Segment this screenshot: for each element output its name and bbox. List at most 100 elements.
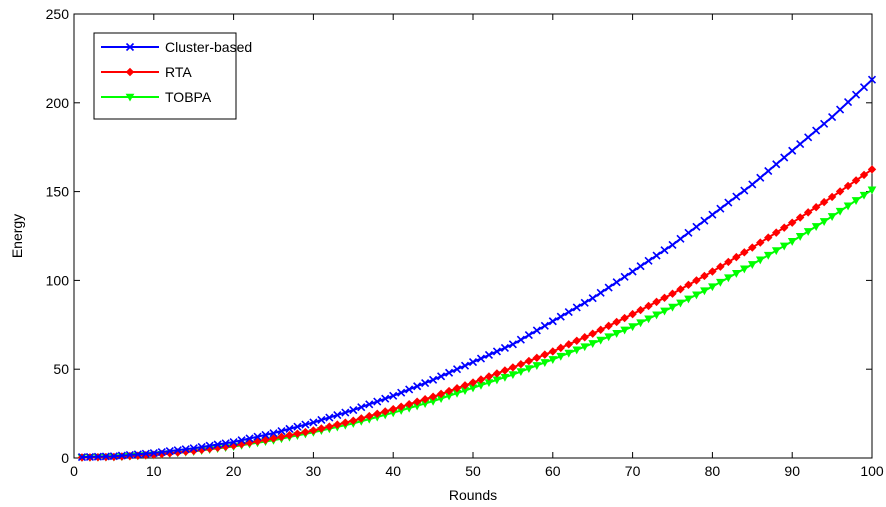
point-cluster-based-marker xyxy=(109,452,118,461)
point-tobpa-marker xyxy=(540,359,550,367)
x-tick-label: 60 xyxy=(545,463,561,479)
point-cluster-based-marker xyxy=(652,251,661,260)
point-cluster-based-marker xyxy=(229,437,238,447)
point-cluster-based-marker xyxy=(125,450,134,460)
point-rta-marker xyxy=(277,432,286,442)
point-rta-marker xyxy=(588,329,597,338)
point-cluster-based-marker xyxy=(708,210,717,219)
point-rta-marker xyxy=(404,399,414,409)
point-rta-marker xyxy=(333,420,342,429)
point-tobpa-marker xyxy=(692,291,701,300)
point-rta-marker xyxy=(524,356,534,366)
point-tobpa-marker xyxy=(795,233,805,241)
point-tobpa-marker xyxy=(556,352,566,361)
point-rta-marker xyxy=(285,431,294,440)
point-cluster-based-marker xyxy=(309,418,318,427)
point-rta-marker xyxy=(468,378,478,387)
point-rta-marker xyxy=(325,422,334,431)
point-tobpa-marker xyxy=(660,307,669,316)
point-cluster-based-marker xyxy=(843,98,853,107)
point-tobpa-marker xyxy=(524,365,534,374)
point-cluster-based-marker xyxy=(197,442,206,452)
point-cluster-based-marker xyxy=(644,256,653,265)
point-tobpa-marker xyxy=(771,247,781,256)
point-tobpa-marker xyxy=(819,218,829,226)
point-rta-marker xyxy=(668,289,677,298)
point-cluster-based-marker xyxy=(676,234,685,243)
point-tobpa-marker xyxy=(731,269,741,278)
point-cluster-based-marker xyxy=(429,375,438,384)
point-cluster-based-marker xyxy=(205,441,214,450)
point-rta-marker xyxy=(484,372,494,381)
point-cluster-based-marker xyxy=(628,267,637,276)
point-cluster-based-marker xyxy=(397,388,406,397)
point-cluster-based-marker xyxy=(237,436,246,445)
y-axis: 0 50 100 150 200 250 xyxy=(46,6,872,466)
point-rta-marker xyxy=(596,325,605,334)
point-cluster-based-marker xyxy=(796,139,805,149)
point-cluster-based-marker xyxy=(357,403,366,412)
point-cluster-based-marker xyxy=(460,361,470,370)
point-rta-marker xyxy=(716,262,725,271)
point-cluster-based-marker xyxy=(540,321,549,330)
point-rta-marker xyxy=(732,252,741,262)
point-cluster-based-marker xyxy=(828,112,837,122)
point-cluster-based-marker xyxy=(389,391,398,400)
point-rta-marker xyxy=(500,366,510,375)
point-rta-marker xyxy=(843,181,853,191)
point-tobpa-marker xyxy=(636,319,645,328)
y-tick-label: 0 xyxy=(61,450,69,466)
point-rta-marker xyxy=(412,397,422,406)
point-tobpa-marker xyxy=(668,303,677,312)
point-tobpa-marker xyxy=(604,333,614,342)
point-cluster-based-marker xyxy=(181,445,190,454)
point-cluster-based-marker xyxy=(381,394,390,403)
point-rta-marker xyxy=(357,414,366,423)
x-tick-label: 80 xyxy=(705,463,721,479)
point-cluster-based-marker xyxy=(604,283,613,292)
point-rta-marker xyxy=(859,170,869,180)
point-cluster-based-marker xyxy=(700,216,709,225)
point-rta-marker xyxy=(580,333,589,342)
point-cluster-based-marker xyxy=(668,240,677,249)
point-cluster-based-marker xyxy=(149,448,158,458)
y-axis-label: Energy xyxy=(9,214,25,258)
point-cluster-based-marker xyxy=(437,372,446,381)
x-axis-label: Rounds xyxy=(449,487,497,503)
point-rta-marker xyxy=(787,218,797,227)
point-tobpa-marker xyxy=(827,213,837,221)
point-tobpa-marker xyxy=(676,299,685,308)
point-cluster-based-marker xyxy=(317,415,326,425)
point-rta-marker xyxy=(700,271,709,281)
point-cluster-based-marker xyxy=(548,317,557,326)
point-rta-marker xyxy=(819,197,829,207)
point-rta-marker xyxy=(660,293,669,303)
point-cluster-based-marker xyxy=(764,166,773,176)
point-cluster-based-marker xyxy=(556,312,565,321)
point-cluster-based-marker xyxy=(612,278,621,287)
point-cluster-based-marker xyxy=(213,440,222,449)
x-tick-label: 0 xyxy=(70,463,78,479)
point-cluster-based-marker xyxy=(772,160,781,169)
point-cluster-based-marker xyxy=(596,288,605,297)
point-cluster-based-marker xyxy=(580,298,589,307)
point-cluster-based-marker xyxy=(277,426,286,436)
point-tobpa-marker xyxy=(835,207,845,216)
point-cluster-based-marker xyxy=(349,405,358,415)
point-rta-marker xyxy=(556,343,565,353)
point-tobpa-marker xyxy=(508,371,518,380)
point-tobpa-marker xyxy=(739,265,749,274)
point-cluster-based-marker xyxy=(421,378,430,388)
point-rta-marker xyxy=(756,238,765,247)
point-rta-marker xyxy=(764,233,773,242)
point-cluster-based-marker xyxy=(820,119,829,128)
point-cluster-based-marker xyxy=(780,153,789,162)
point-tobpa-marker xyxy=(779,242,789,251)
point-tobpa-marker xyxy=(755,256,765,265)
point-tobpa-marker xyxy=(708,283,717,292)
point-tobpa-marker xyxy=(548,356,558,364)
point-cluster-based-marker xyxy=(405,385,414,394)
point-tobpa-marker xyxy=(859,191,869,200)
point-cluster-based-marker xyxy=(173,446,182,455)
point-rta-marker xyxy=(444,386,454,396)
